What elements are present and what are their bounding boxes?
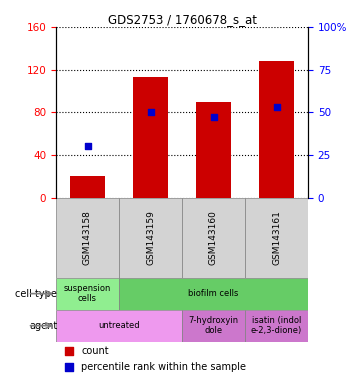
Text: GSM143158: GSM143158 [83, 210, 92, 265]
Text: count: count [81, 346, 109, 356]
Text: percentile rank within the sample: percentile rank within the sample [81, 362, 246, 372]
Point [66, 348, 71, 354]
Point [85, 143, 90, 149]
Text: 7-hydroxyin
dole: 7-hydroxyin dole [188, 316, 239, 335]
Bar [133, 77, 168, 198]
Bar [56, 310, 182, 342]
Bar [245, 198, 308, 278]
Title: GDS2753 / 1760678_s_at: GDS2753 / 1760678_s_at [107, 13, 257, 26]
Bar [182, 198, 245, 278]
Text: cell type: cell type [15, 289, 57, 299]
Text: agent: agent [29, 321, 57, 331]
Bar [245, 310, 308, 342]
Bar [119, 198, 182, 278]
Bar [259, 61, 294, 198]
Bar [182, 310, 245, 342]
Bar [196, 102, 231, 198]
Bar [56, 278, 119, 310]
Point [274, 104, 279, 110]
Text: isatin (indol
e-2,3-dione): isatin (indol e-2,3-dione) [251, 316, 302, 335]
Point [66, 364, 71, 370]
Text: untreated: untreated [98, 321, 140, 330]
Text: GSM143160: GSM143160 [209, 210, 218, 265]
Bar [56, 198, 119, 278]
Point [211, 114, 216, 121]
Text: GSM143159: GSM143159 [146, 210, 155, 265]
Point [148, 109, 153, 115]
Text: biofilm cells: biofilm cells [188, 289, 239, 298]
Text: GSM143161: GSM143161 [272, 210, 281, 265]
Text: suspension
cells: suspension cells [64, 284, 111, 303]
Bar [70, 176, 105, 198]
Bar [119, 278, 308, 310]
